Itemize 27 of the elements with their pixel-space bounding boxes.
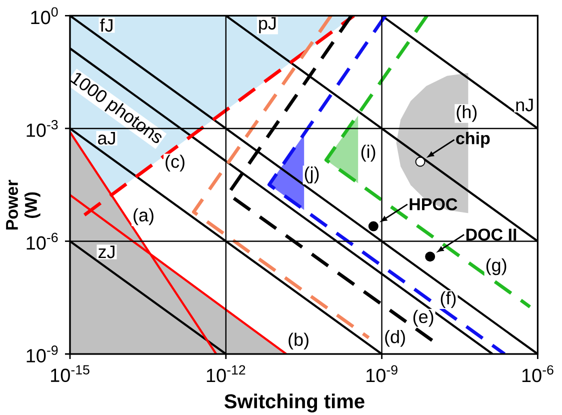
annotation: (b) bbox=[288, 332, 308, 350]
x-tick-label: 10$^{-9}$ bbox=[366, 365, 398, 382]
annotation: (c) bbox=[166, 154, 184, 172]
annotation: pJ bbox=[259, 17, 276, 34]
annotation: (j) bbox=[304, 166, 319, 184]
x-tick-label: 10$^{-6}$ bbox=[522, 365, 554, 382]
annotation: (a) bbox=[134, 208, 154, 226]
annotation: (e) bbox=[413, 310, 434, 327]
annotation: (h) bbox=[456, 105, 477, 122]
annotation: (f) bbox=[440, 291, 456, 308]
annotation: (d) bbox=[385, 330, 405, 347]
y-tick-label: 10$^{-6}$ bbox=[26, 232, 58, 250]
annotation: HPOC bbox=[410, 198, 458, 210]
annotation: zJ bbox=[98, 246, 114, 258]
x-tick-label: 10$^{-15}$ bbox=[51, 365, 90, 382]
y-tick-label: 10$^{0}$ bbox=[31, 7, 58, 24]
y-axis-title: Power (W) bbox=[6, 180, 40, 230]
x-axis-title: Switching time bbox=[224, 394, 364, 412]
annotation: fJ bbox=[100, 18, 112, 32]
annotation: chip bbox=[456, 132, 490, 148]
annotation: nJ bbox=[516, 98, 533, 112]
annotation: DOC II bbox=[466, 228, 516, 241]
y-tick-label: 10$^{-9}$ bbox=[26, 346, 58, 362]
x-tick-label: 10$^{-12}$ bbox=[206, 365, 246, 382]
y-tick-label: 10$^{-3}$ bbox=[26, 120, 58, 137]
annotation: (g) bbox=[486, 258, 506, 276]
annotation: (i) bbox=[361, 144, 376, 162]
